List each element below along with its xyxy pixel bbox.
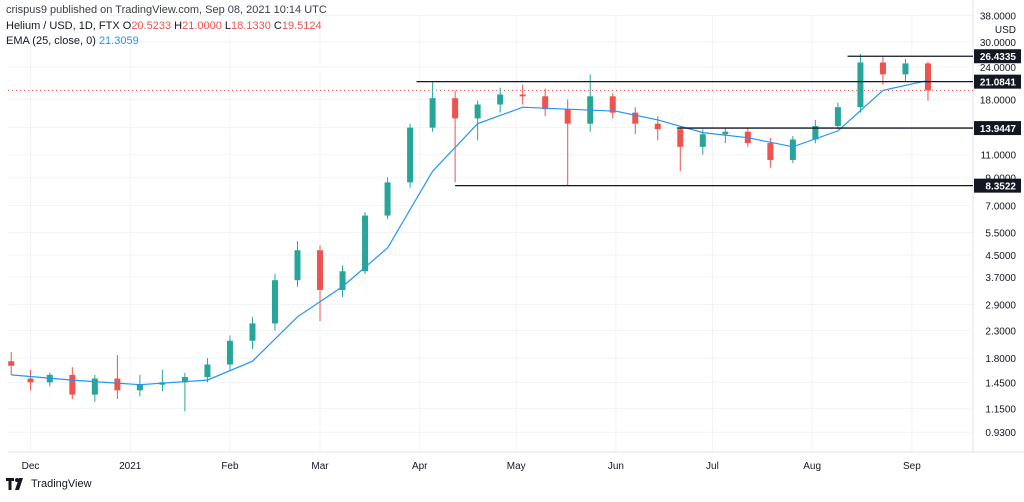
y-tick-label: 38.0000 (980, 11, 1017, 22)
candle-body (27, 378, 34, 383)
tradingview-logo-icon (6, 478, 23, 490)
y-tick-label: 1.8000 (985, 354, 1016, 365)
candle-body (294, 250, 301, 281)
ema-legend: EMA (25, close, 0) 21.3059 (6, 35, 139, 47)
symbol-label: Helium / USD, 1D, FTX (6, 20, 120, 32)
candle-body (654, 123, 661, 130)
candle-body (789, 139, 796, 160)
candle-body (249, 323, 256, 341)
level-price-badge (974, 49, 1021, 64)
y-tick-label: 18.0000 (980, 95, 1017, 106)
candle-body (879, 62, 886, 75)
candle-body (767, 143, 774, 160)
high-value: 21.0000 (182, 20, 222, 32)
candle-body (677, 129, 684, 147)
ohlc-legend: Helium / USD, 1D, FTX O20.5233 H21.0000 … (6, 20, 322, 32)
level-price-badge (974, 121, 1021, 136)
low-label: L (224, 20, 232, 32)
x-tick-label: Aug (803, 461, 821, 472)
y-tick-label: 1.4500 (985, 378, 1016, 389)
ema-label: EMA (25, close, 0) (6, 35, 96, 47)
y-tick-label: 11.0000 (981, 151, 1017, 162)
candle-body (722, 131, 729, 135)
candle-body (452, 98, 459, 119)
low-value: 18.1330 (231, 20, 271, 32)
candle-body (497, 94, 504, 105)
close-label: C (273, 20, 282, 32)
candle-body (204, 364, 211, 378)
open-value: 20.5233 (131, 20, 172, 32)
candle-body (902, 63, 909, 75)
level-price-label: 13.9447 (980, 124, 1017, 135)
x-tick-label: Jul (706, 461, 719, 472)
candle-body (924, 63, 931, 91)
high-label: H (174, 20, 183, 32)
candle-body (812, 126, 819, 140)
level-price-badge (974, 74, 1021, 89)
y-tick-label: 1.1500 (985, 404, 1016, 415)
candle-body (699, 134, 706, 147)
y-tick-label: 5.5000 (985, 229, 1016, 240)
candle-body (362, 215, 369, 272)
y-tick-label: 30.0000 (980, 38, 1017, 49)
y-tick-label: 7.0000 (985, 201, 1016, 212)
candle-body (474, 104, 481, 119)
x-tick-label: May (507, 461, 526, 472)
candle-body (271, 280, 278, 324)
x-tick-label: Mar (311, 461, 329, 472)
candle-body (69, 374, 76, 395)
candle-body (339, 271, 346, 290)
x-tick-label: Sep (903, 461, 921, 472)
ema-line (11, 79, 929, 386)
x-tick-label: Dec (22, 461, 40, 472)
candle-body (834, 107, 841, 127)
candle-body (857, 62, 864, 108)
level-price-label: 26.4335 (980, 52, 1017, 63)
candle-body (91, 378, 98, 395)
candle-body (8, 361, 15, 366)
candle-body (181, 377, 188, 383)
y-tick-label: 2.9000 (985, 300, 1016, 311)
y-tick-label: 24.0000 (980, 63, 1017, 74)
publish-info: crispus9 published on TradingView.com, S… (6, 4, 327, 16)
level-price-label: 8.3522 (985, 182, 1016, 193)
candles-group (8, 53, 931, 412)
y-tick-label: 3.7000 (985, 273, 1016, 284)
x-tick-label: Feb (221, 461, 239, 472)
candle-body (114, 378, 121, 391)
y-tick-label: 0.9300 (985, 428, 1016, 439)
candle-body (609, 96, 616, 113)
candle-body (226, 340, 233, 365)
candle-body (564, 109, 571, 124)
candle-body (429, 98, 436, 128)
ema-value: 21.3059 (98, 35, 139, 47)
x-tick-label: Apr (412, 461, 428, 472)
x-tick-label: 2021 (119, 461, 142, 472)
x-tick-label: Jun (608, 461, 624, 472)
candle-body (136, 384, 143, 391)
y-tick-label: 2.3000 (985, 327, 1016, 338)
level-price-badge (974, 178, 1021, 193)
candle-body (407, 127, 414, 183)
open-label: O (122, 20, 132, 32)
candle-body (542, 96, 549, 110)
close-value: 19.5124 (281, 20, 322, 32)
y-tick-label: 4.5000 (985, 251, 1016, 262)
tradingview-brand: TradingView (31, 478, 92, 490)
footer: TradingView (6, 478, 92, 490)
candle-body (317, 250, 324, 290)
candle-body (632, 112, 639, 124)
candle-body (384, 182, 391, 216)
candle-body (519, 94, 526, 97)
currency-label: USD (995, 25, 1016, 36)
level-price-label: 21.0841 (980, 78, 1017, 89)
